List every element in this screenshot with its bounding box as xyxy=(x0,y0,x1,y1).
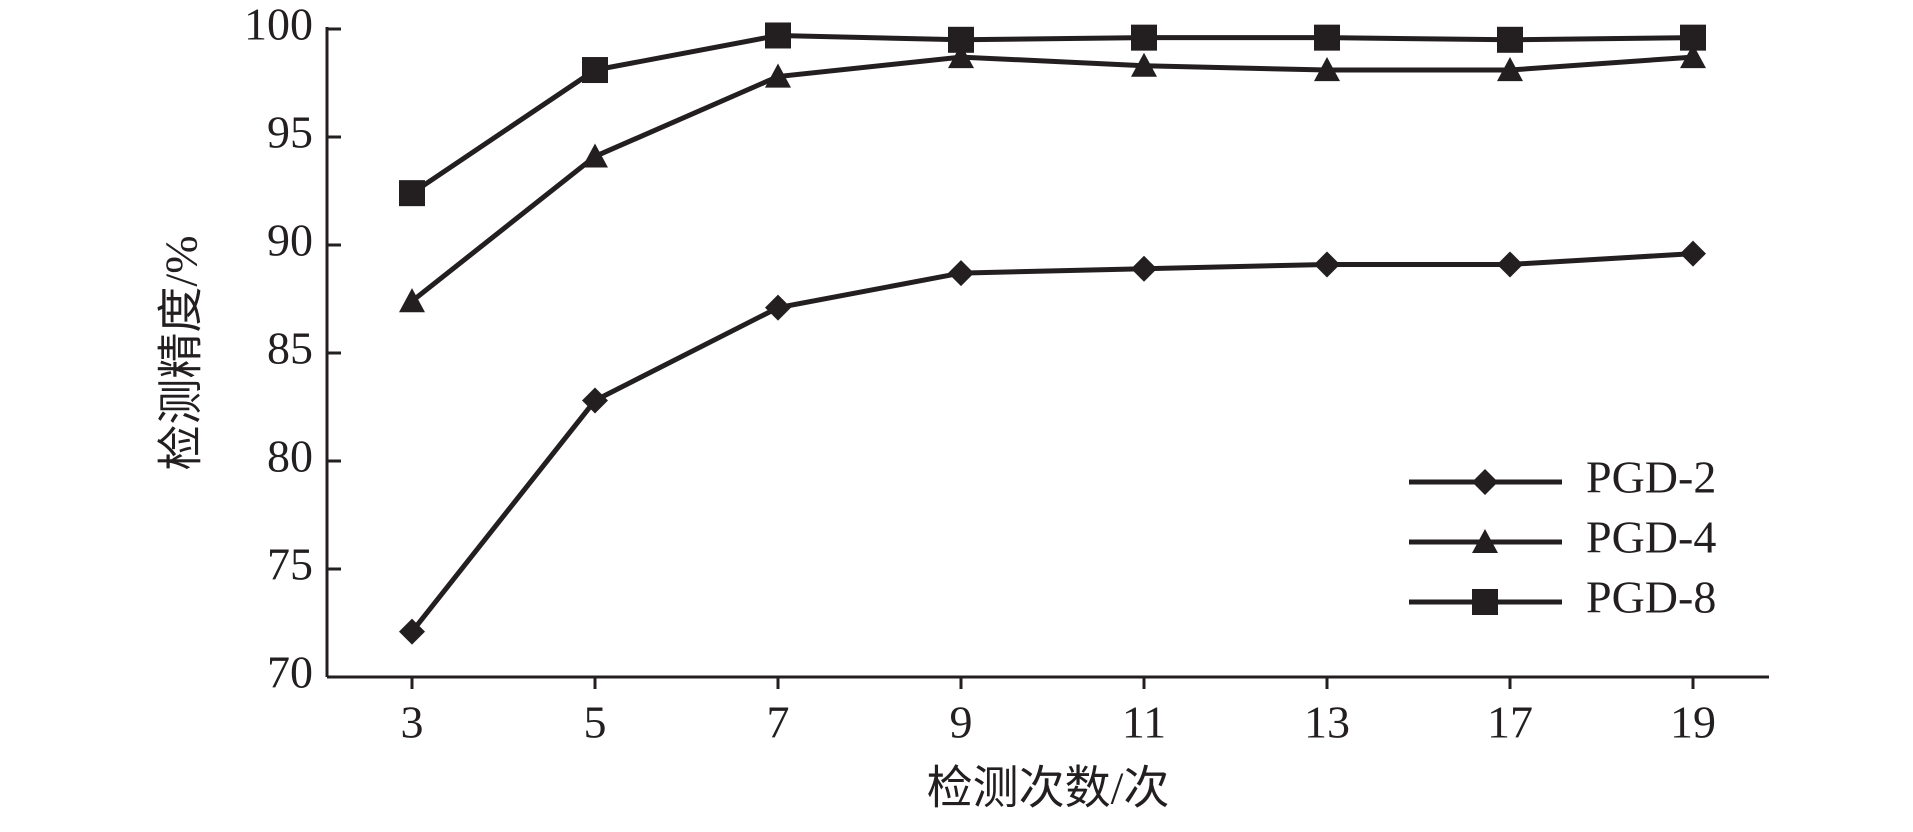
x-axis-label: 检测次数/次 xyxy=(927,763,1170,814)
y-tick-label: 95 xyxy=(267,107,313,158)
marker xyxy=(582,143,608,168)
marker xyxy=(1131,52,1157,77)
y-axis-label: 检测精度/% xyxy=(156,235,207,470)
marker xyxy=(1680,24,1706,51)
x-tick-label: 13 xyxy=(1304,697,1350,748)
marker xyxy=(1314,57,1340,82)
y-tick-label: 80 xyxy=(267,431,313,482)
marker xyxy=(1131,255,1157,282)
marker xyxy=(765,294,791,321)
marker xyxy=(1497,251,1523,278)
series-line xyxy=(410,32,1694,196)
marker xyxy=(1314,24,1340,51)
y-tick-label: 70 xyxy=(267,647,313,698)
x-tick-label: 19 xyxy=(1670,697,1716,748)
marker xyxy=(1472,589,1498,615)
marker xyxy=(948,44,974,69)
legend-label: PGD-4 xyxy=(1586,512,1716,563)
marker xyxy=(1680,44,1706,69)
marker xyxy=(1497,57,1523,82)
marker xyxy=(399,180,425,207)
x-tick-label: 3 xyxy=(401,697,424,748)
marker xyxy=(765,63,791,88)
marker xyxy=(1497,26,1523,53)
y-tick-label: 75 xyxy=(267,539,313,590)
marker xyxy=(582,57,608,84)
series-line xyxy=(410,54,1694,304)
marker xyxy=(399,618,425,645)
x-tick-label: 5 xyxy=(584,697,607,748)
series-line xyxy=(410,251,1694,634)
marker xyxy=(1472,529,1498,554)
legend-label: PGD-2 xyxy=(1586,452,1716,503)
marker xyxy=(1131,24,1157,51)
marker xyxy=(1314,251,1340,278)
x-tick-label: 17 xyxy=(1487,697,1533,748)
y-tick-label: 90 xyxy=(267,215,313,266)
y-tick-label: 100 xyxy=(244,0,313,50)
legend-label: PGD-8 xyxy=(1586,572,1716,623)
x-tick-label: 7 xyxy=(767,697,790,748)
x-tick-label: 11 xyxy=(1122,697,1166,748)
marker xyxy=(948,26,974,53)
marker xyxy=(1680,240,1706,267)
x-tick-label: 9 xyxy=(950,697,973,748)
y-tick-label: 85 xyxy=(267,323,313,374)
marker xyxy=(399,288,425,313)
marker xyxy=(1472,469,1498,495)
marker xyxy=(765,22,791,49)
marker xyxy=(948,260,974,287)
marker xyxy=(582,387,608,414)
